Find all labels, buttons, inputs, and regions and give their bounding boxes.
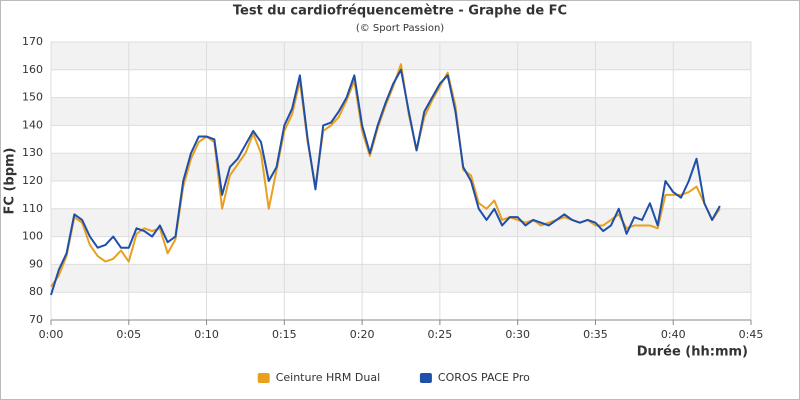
grid-band: [51, 264, 751, 293]
x-tick-label: 0:20: [350, 328, 375, 341]
x-tick-label: 0:05: [116, 328, 141, 341]
y-tick-label: 110: [22, 202, 43, 215]
legend-swatch: [257, 373, 270, 383]
y-axis-label: FC (bpm): [3, 148, 18, 215]
x-tick-label: 0:00: [39, 328, 64, 341]
x-axis-label: Durée (hh:mm): [637, 345, 748, 360]
grid-band: [51, 153, 751, 181]
y-tick-label: 100: [22, 230, 43, 243]
legend-label: COROS PACE Pro: [438, 371, 530, 384]
x-tick-label: 0:25: [428, 328, 453, 341]
grid-band: [51, 208, 751, 237]
legend-swatch: [419, 373, 432, 383]
y-tick-label: 150: [22, 91, 43, 104]
legend-label: Ceinture HRM Dual: [276, 371, 380, 384]
x-tick-label: 0:40: [661, 328, 686, 341]
y-tick-label: 90: [29, 257, 43, 270]
y-tick-label: 170: [22, 35, 43, 48]
y-tick-label: 140: [22, 118, 43, 131]
chart-subtitle: (© Sport Passion): [356, 23, 444, 34]
x-tick-label: 0:45: [739, 328, 764, 341]
y-tick-label: 70: [29, 313, 43, 326]
x-tick-label: 0:15: [272, 328, 297, 341]
grid-band: [51, 97, 751, 126]
y-tick-label: 160: [22, 63, 43, 76]
y-tick-label: 80: [29, 285, 43, 298]
x-tick-label: 0:10: [194, 328, 219, 341]
y-tick-label: 130: [22, 146, 43, 159]
x-tick-label: 0:30: [505, 328, 530, 341]
series-line: [50, 68, 721, 296]
x-tick-label: 0:35: [583, 328, 608, 341]
y-tick-label: 120: [22, 174, 43, 187]
chart-title: Test du cardiofréquencemètre - Graphe de…: [233, 4, 567, 19]
